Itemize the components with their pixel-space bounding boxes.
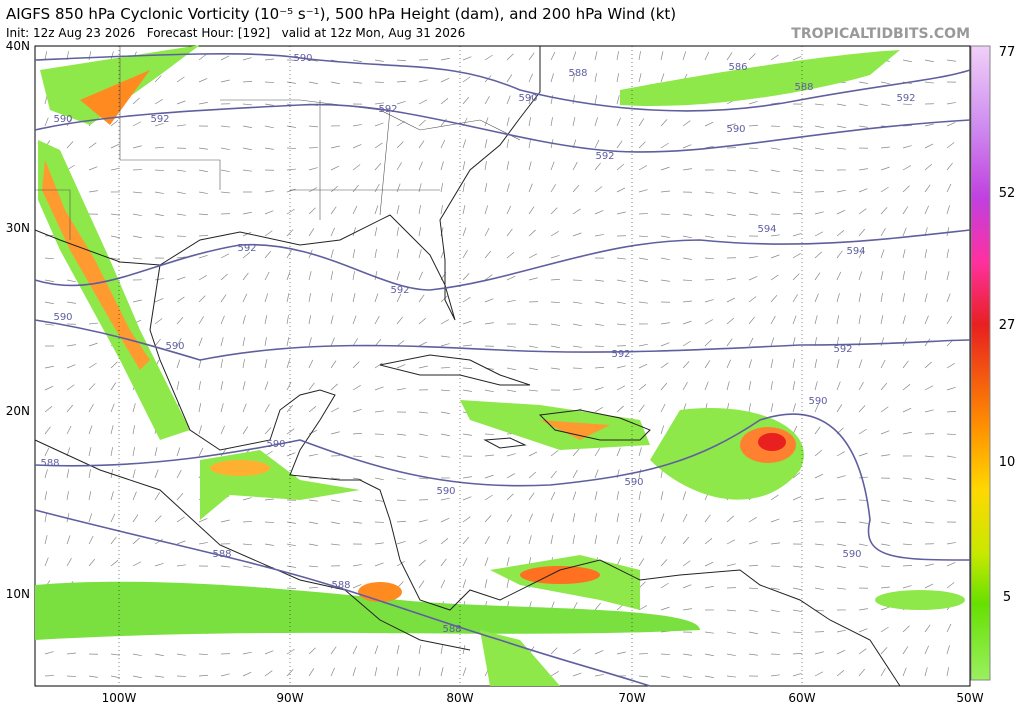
contour-label: 592 (611, 349, 630, 360)
contour-label: 592 (896, 93, 915, 104)
colorbar-label: 52 (999, 186, 1016, 201)
contour-label: 590 (165, 341, 184, 352)
lon-label: 80W (446, 691, 473, 705)
contour-label: 590 (293, 53, 312, 64)
contour-label: 586 (728, 62, 747, 73)
contour-label: 594 (846, 246, 865, 257)
lon-label: 90W (276, 691, 303, 705)
contour-label: 594 (757, 224, 776, 235)
lat-label: 30N (6, 221, 30, 235)
contour-label: 590 (842, 549, 861, 560)
contour-label: 590 (726, 124, 745, 135)
contour-label: 590 (53, 312, 72, 323)
lon-label: 70W (618, 691, 645, 705)
contour-label: 588 (40, 458, 59, 469)
colorbar-label: 77 (999, 45, 1016, 60)
contour-label: 590 (518, 93, 537, 104)
colorbar-label: 27 (999, 318, 1016, 333)
contour-label: 588 (442, 624, 461, 635)
contour-label: 592 (833, 344, 852, 355)
contour-label: 590 (53, 114, 72, 125)
lat-label: 20N (6, 404, 30, 418)
lon-label: 100W (102, 691, 137, 705)
lat-label: 40N (6, 39, 30, 53)
lon-label: 50W (956, 691, 983, 705)
contour-label: 590 (808, 396, 827, 407)
lat-label: 10N (6, 587, 30, 601)
colorbar-label: 5 (1003, 590, 1011, 605)
contour-label: 590 (436, 486, 455, 497)
subtitle: Init: 12z Aug 23 2026 Forecast Hour: [19… (6, 26, 465, 40)
contour-label: 588 (331, 580, 350, 591)
contour-label: 588 (212, 549, 231, 560)
contour-label: 590 (624, 477, 643, 488)
lon-label: 60W (788, 691, 815, 705)
contour-label: 590 (266, 439, 285, 450)
contour-label: 588 (568, 68, 587, 79)
contour-label: 592 (378, 104, 397, 115)
site-name: TROPICALTIDBITS.COM (791, 26, 970, 42)
contour-label: 588 (794, 82, 813, 93)
title: AIGFS 850 hPa Cyclonic Vorticity (10⁻⁵ s… (6, 5, 676, 23)
colorbar-label: 10 (999, 455, 1016, 470)
contour-label: 592 (390, 285, 409, 296)
contour-label: 592 (237, 243, 256, 254)
colorbar (971, 46, 990, 680)
contour-label: 592 (595, 151, 614, 162)
contour-label: 592 (150, 114, 169, 125)
